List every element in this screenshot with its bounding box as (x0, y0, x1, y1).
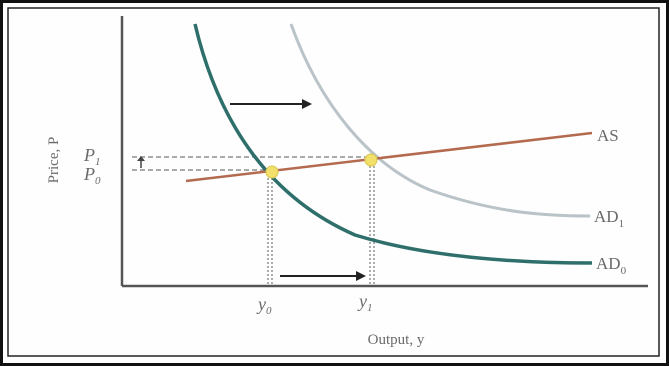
as-label: AS (597, 126, 619, 145)
ad0-label: AD0 (596, 254, 627, 277)
y-axis-title: Price, P (46, 137, 62, 184)
equilibrium-point-1 (364, 153, 378, 167)
ad0-curve (193, 23, 593, 265)
x-tick-y0: y0 (256, 294, 272, 317)
as-line (185, 131, 593, 183)
x-axis-title: Output, y (368, 332, 425, 348)
x-tick-y1: y1 (357, 291, 373, 314)
price-change-arrow (137, 156, 145, 168)
ad-shift-arrow (230, 99, 312, 109)
output-shift-arrow (280, 271, 366, 281)
ad1-label: AD1 (594, 207, 624, 230)
inner-border (7, 7, 660, 357)
ad1-curve (289, 23, 591, 218)
y-tick-p1: P1 (83, 145, 101, 168)
y-tick-p0: P0 (83, 164, 101, 187)
equilibrium-point-0 (265, 165, 279, 179)
